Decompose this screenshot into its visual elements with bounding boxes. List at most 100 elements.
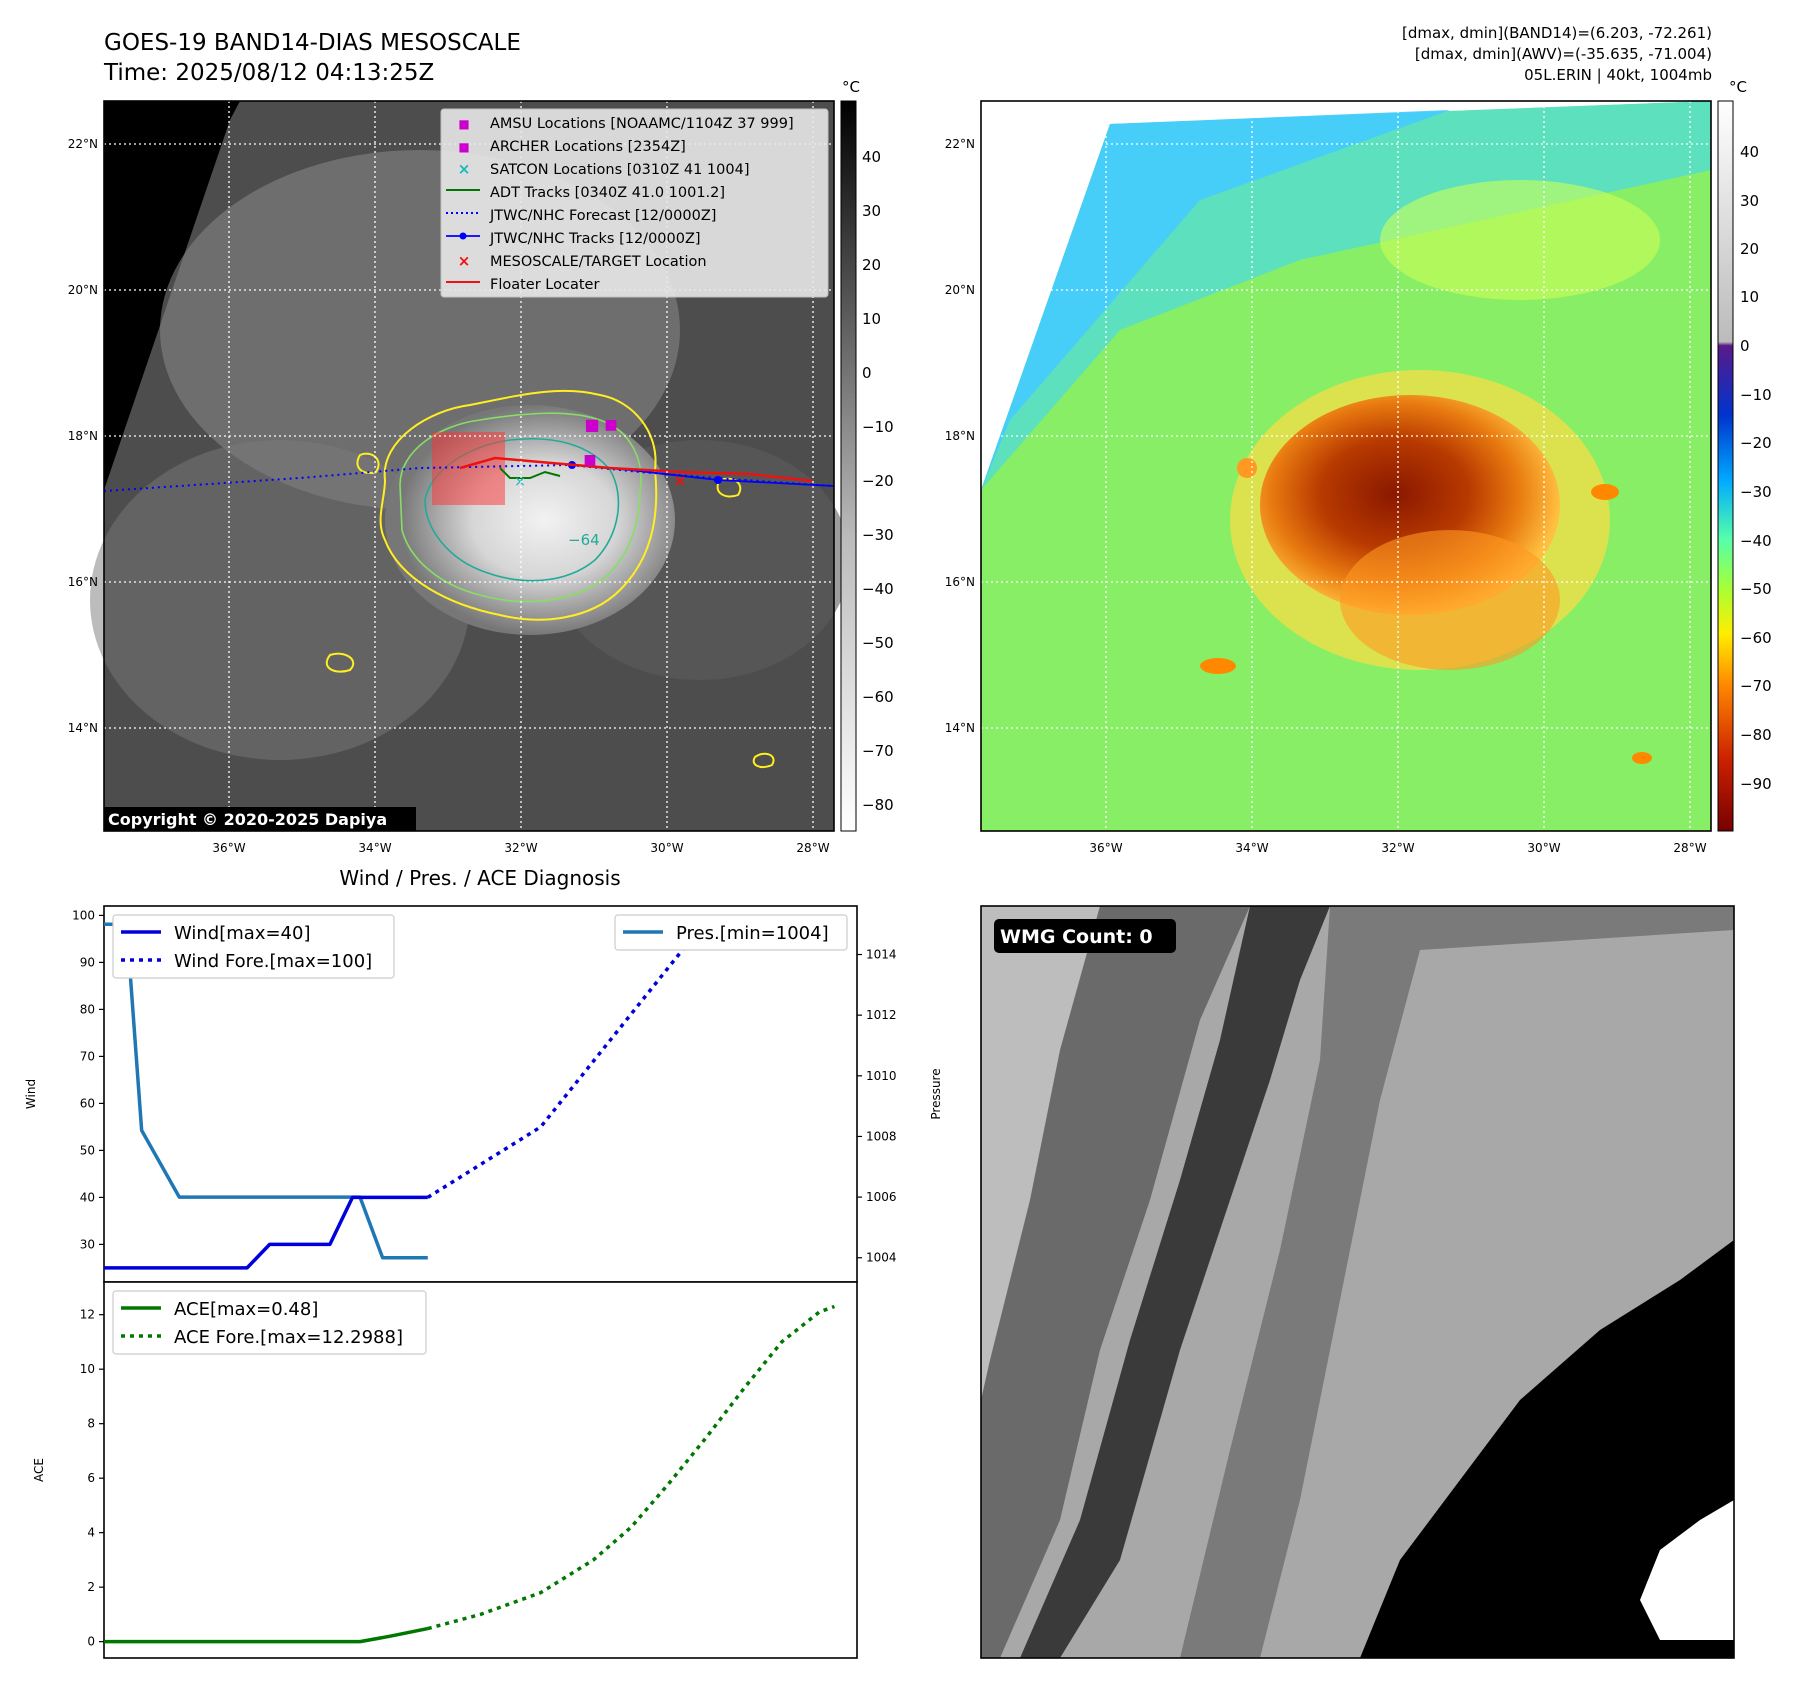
color-colorbar-tick: 10 — [1740, 288, 1759, 306]
color-lon-label: 32°W — [1381, 841, 1414, 855]
color-colorbar-ticks: 40 30 20 10 0 −10 −20 −30 −40 −50 −60 −7… — [1740, 143, 1772, 793]
wmg-count-badge — [994, 919, 1176, 953]
axis-tick-label: 30 — [80, 1237, 95, 1251]
ir-lat-label: 14°N — [68, 721, 98, 735]
axis-tick-label: 60 — [80, 1096, 95, 1110]
ace-fore-legend-label: ACE Fore.[max=12.2988] — [174, 1327, 403, 1348]
ir-colorbar-tick: −50 — [862, 634, 894, 652]
color-colorbar-tick: −20 — [1740, 434, 1772, 452]
legend-amsu-label: AMSU Locations [NOAAMC/1104Z 37 999] — [490, 116, 794, 132]
ace-axis-label: ACE — [32, 1458, 46, 1482]
legend-track-label: JTWC/NHC Tracks [12/0000Z] — [489, 231, 701, 247]
ir-contour-small-south — [752, 752, 775, 768]
ir-contour-small-west — [325, 652, 355, 673]
ir-map-panel: −64 ■ ■ ■ × × — [68, 78, 894, 855]
legend-track-dot — [459, 232, 467, 240]
ir-colorbar-tick: −30 — [862, 526, 894, 544]
color-lat-label: 22°N — [945, 137, 975, 151]
color-colorbar-tick: −40 — [1740, 532, 1772, 550]
axis-tick-label: 70 — [80, 1049, 95, 1063]
axis-tick-label: 6 — [87, 1471, 95, 1485]
axis-tick-label: 1012 — [866, 1008, 897, 1022]
jtwc-track-point-2 — [714, 476, 722, 484]
axis-tick-label: 40 — [80, 1190, 95, 1204]
ir-map-frame — [103, 100, 835, 832]
pressure-axis-label: Pressure — [929, 1068, 943, 1119]
ir-lon-label: 34°W — [358, 841, 391, 855]
color-colorbar-unit: °C — [1729, 78, 1747, 96]
ir-no-data-region — [104, 101, 240, 490]
ir-colorbar-tick: −70 — [862, 742, 894, 760]
ir-colorbar-tick: 0 — [862, 364, 872, 382]
copyright-text: Copyright © 2020-2025 Dapiya — [108, 810, 387, 829]
wmg-white-patch — [1640, 1500, 1734, 1640]
color-lon-labels: 36°W 34°W 32°W 30°W 28°W — [1089, 841, 1706, 855]
ir-lat-label: 18°N — [68, 429, 98, 443]
legend-amsu-square: ■ — [458, 117, 469, 131]
ace-legend-box — [112, 1290, 427, 1355]
axis-tick-label: 80 — [80, 1002, 95, 1016]
legend-satcon-label: SATCON Locations [0310Z 41 1004] — [490, 162, 749, 178]
axis-tick-label: 8 — [87, 1417, 95, 1431]
axis-tick-label: 100 — [72, 908, 95, 922]
ir-lon-label: 32°W — [504, 841, 537, 855]
color-map-dry-region — [981, 110, 1450, 490]
ir-lon-label: 28°W — [796, 841, 829, 855]
ir-lon-label: 30°W — [650, 841, 683, 855]
axis-tick-label: 1014 — [866, 948, 897, 962]
color-map-small-cell-2 — [1632, 752, 1652, 764]
ir-map-legend: ■ AMSU Locations [NOAAMC/1104Z 37 999] ■… — [440, 108, 829, 298]
floater-locater-box — [432, 432, 505, 505]
mesoscale-target-marker: × — [673, 471, 686, 490]
awv-range: [dmax, dmin](AWV)=(-35.635, -71.004) — [1415, 45, 1712, 63]
diagnosis-title: Wind / Pres. / ACE Diagnosis — [339, 866, 620, 890]
amsu-location-marker: ■ — [604, 417, 617, 433]
ace-series-group — [104, 1304, 836, 1644]
pressure-legend-label: Pres.[min=1004] — [676, 923, 829, 944]
pressure-legend-box — [614, 914, 848, 951]
diagnosis-panel: Wind / Pres. / ACE Diagnosis Wind Pressu… — [24, 866, 943, 1659]
wind-series-group — [104, 914, 754, 1270]
wmg-count-text: WMG Count: 0 — [1000, 926, 1153, 948]
satcon-location-marker: × — [514, 474, 526, 490]
axis-tick-label: 2 — [87, 1580, 95, 1594]
color-colorbar-tick: 40 — [1740, 143, 1759, 161]
wmg-frame — [980, 905, 1735, 1659]
color-lat-label: 20°N — [945, 283, 975, 297]
ir-lat-label: 16°N — [68, 575, 98, 589]
wmg-panel: WMG Count: 0 — [980, 905, 1735, 1659]
color-colorbar-tick: −70 — [1740, 677, 1772, 695]
ir-colorbar-ticks: 40 30 20 10 0 −10 −20 −30 −40 −50 −60 −7… — [862, 148, 894, 814]
color-lon-label: 30°W — [1527, 841, 1560, 855]
color-map-small-cell-4 — [1237, 458, 1257, 478]
legend-adt-label: ADT Tracks [0340Z 41.0 1001.2] — [490, 185, 725, 201]
axis-tick-label: 12 — [80, 1308, 95, 1322]
legend-archer-label: ARCHER Locations [2354Z] — [490, 139, 686, 155]
color-colorbar-tick: −90 — [1740, 775, 1772, 793]
archer-location-marker-2: ■ — [583, 452, 596, 468]
ir-colorbar — [840, 100, 857, 832]
wind-axis-ticks: 30 40 50 60 70 80 90 100 — [72, 908, 104, 1251]
adt-track — [499, 467, 561, 479]
ir-contour-small-east — [716, 477, 742, 498]
color-map-small-cell-1 — [1200, 658, 1236, 674]
color-colorbar-tick: −60 — [1740, 629, 1772, 647]
ir-contour-label: −64 — [568, 531, 600, 549]
color-colorbar — [1717, 100, 1734, 832]
wmg-light-zone — [981, 906, 1100, 1400]
ace-series-line — [104, 1626, 429, 1644]
ir-colorbar-tick: −60 — [862, 688, 894, 706]
pressure-series-line — [104, 922, 428, 1260]
color-lon-label: 34°W — [1235, 841, 1268, 855]
ace-legend-label: ACE[max=0.48] — [174, 1299, 318, 1320]
axis-tick-label: 1004 — [866, 1251, 897, 1265]
color-lat-label: 14°N — [945, 721, 975, 735]
color-lat-label: 18°N — [945, 429, 975, 443]
color-map-gridlines — [981, 101, 1711, 831]
color-map-storm-bands — [1340, 530, 1560, 670]
axis-tick-label: 90 — [80, 955, 95, 969]
pressure-axis-ticks: 1004 1006 1008 1010 1012 1014 — [857, 948, 897, 1265]
color-colorbar-tick: −30 — [1740, 483, 1772, 501]
wind-series-line — [104, 1195, 428, 1270]
